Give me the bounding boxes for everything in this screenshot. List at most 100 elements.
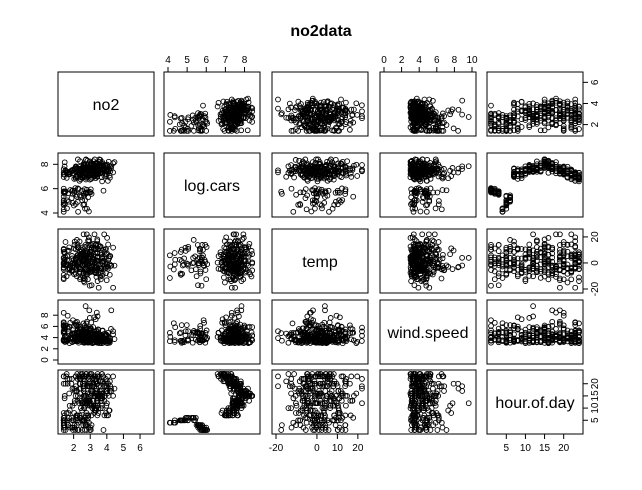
data-point xyxy=(530,118,536,124)
data-point xyxy=(568,117,575,123)
data-point xyxy=(499,266,506,273)
data-point xyxy=(431,231,438,238)
data-point xyxy=(534,250,540,257)
data-point xyxy=(190,237,197,243)
data-point xyxy=(576,169,582,176)
data-point xyxy=(499,263,506,270)
data-point xyxy=(568,111,575,118)
data-point xyxy=(98,174,105,181)
data-point xyxy=(518,108,525,115)
data-point xyxy=(249,108,256,115)
data-point xyxy=(434,165,441,172)
data-point xyxy=(232,284,238,291)
data-point xyxy=(465,255,472,261)
data-point xyxy=(288,171,295,177)
panel-temp-vs-hour.of.day xyxy=(486,228,584,294)
data-point xyxy=(518,255,525,262)
data-point xyxy=(433,128,440,134)
data-point xyxy=(215,118,222,124)
data-point xyxy=(62,188,69,195)
data-point xyxy=(319,114,326,121)
data-point xyxy=(541,273,548,280)
data-point xyxy=(421,261,428,268)
data-point xyxy=(511,242,517,248)
data-point xyxy=(60,320,67,327)
data-point xyxy=(560,258,567,265)
data-point xyxy=(518,246,525,252)
data-point xyxy=(541,267,548,274)
data-point xyxy=(60,275,67,281)
data-point xyxy=(60,272,67,278)
data-point xyxy=(228,247,235,254)
data-point xyxy=(359,102,365,109)
data-point xyxy=(499,128,506,134)
data-point xyxy=(334,102,341,109)
data-point xyxy=(545,243,552,250)
data-point xyxy=(231,277,238,284)
panel-frame xyxy=(379,152,477,218)
data-point xyxy=(203,276,210,283)
data-point xyxy=(557,307,563,314)
data-point xyxy=(541,99,548,106)
data-point xyxy=(549,264,556,271)
data-point xyxy=(553,170,559,177)
data-point xyxy=(514,245,521,252)
data-point xyxy=(545,107,552,113)
data-point xyxy=(288,185,295,192)
data-point xyxy=(424,272,431,278)
data-point xyxy=(522,256,529,263)
data-point xyxy=(359,108,365,115)
data-point xyxy=(545,124,552,131)
data-point xyxy=(420,277,426,284)
data-point xyxy=(106,261,113,268)
data-point xyxy=(549,244,556,251)
data-point xyxy=(522,117,529,123)
data-point xyxy=(249,259,256,266)
data-point xyxy=(326,208,332,215)
data-point xyxy=(455,128,461,134)
data-point xyxy=(522,278,529,284)
data-point xyxy=(301,122,308,129)
data-point xyxy=(526,110,533,117)
data-point xyxy=(426,284,433,291)
data-point xyxy=(69,264,76,270)
data-point xyxy=(313,156,319,163)
data-point xyxy=(436,198,442,204)
data-point xyxy=(576,171,582,178)
data-point xyxy=(325,122,331,129)
panel-no2-vs-no2: no2 xyxy=(57,71,155,137)
data-point xyxy=(572,110,579,117)
data-point xyxy=(312,107,319,113)
data-point xyxy=(564,265,571,272)
panel-wind.speed-vs-wind.speed: wind.speed xyxy=(379,299,477,365)
data-point xyxy=(499,261,506,268)
data-point xyxy=(177,249,184,255)
data-point xyxy=(564,105,571,111)
data-point xyxy=(434,259,441,266)
data-point xyxy=(534,106,540,113)
data-point xyxy=(221,244,228,251)
data-point xyxy=(233,237,239,244)
data-point xyxy=(503,193,510,200)
data-point xyxy=(488,244,494,250)
data-point xyxy=(90,244,97,250)
data-point xyxy=(514,128,521,134)
panel-no2-vs-wind.speed xyxy=(379,71,477,137)
panel-frame xyxy=(271,152,369,218)
data-point xyxy=(232,105,238,112)
data-point xyxy=(100,246,107,253)
data-point xyxy=(309,197,316,204)
data-point xyxy=(167,118,173,125)
data-point xyxy=(545,165,552,171)
data-point xyxy=(499,206,506,213)
data-point xyxy=(411,189,418,196)
data-point xyxy=(60,261,67,267)
data-point xyxy=(322,103,329,110)
data-point xyxy=(419,231,426,238)
data-point xyxy=(66,269,73,276)
data-point xyxy=(81,170,88,177)
data-point xyxy=(488,262,494,269)
data-point xyxy=(432,109,439,115)
